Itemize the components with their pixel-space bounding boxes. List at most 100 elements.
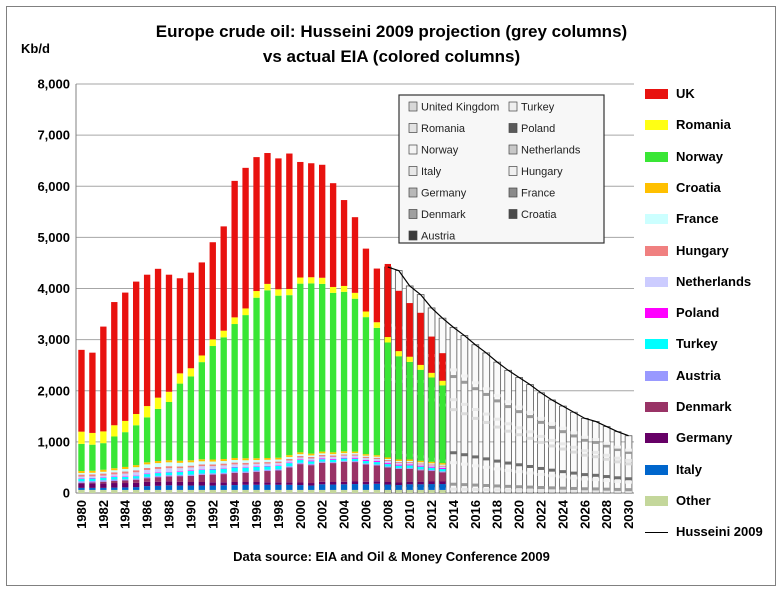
stacked-bar bbox=[351, 217, 359, 493]
projection-bar-band bbox=[625, 489, 632, 493]
bar-segment-uk bbox=[275, 158, 282, 290]
bar-segment-france bbox=[286, 456, 293, 460]
bar-segment-uk bbox=[308, 163, 315, 278]
projection-bar-band bbox=[450, 398, 457, 402]
bar-segment-germany bbox=[319, 481, 326, 485]
projection-bar bbox=[493, 361, 502, 494]
bar-segment-norway bbox=[308, 283, 315, 454]
bar-segment-uk bbox=[122, 292, 129, 421]
bar-segment-poland bbox=[308, 460, 315, 462]
bar-segment-hungary bbox=[308, 456, 315, 459]
inset-legend: United Kingdom Turkey Romania Poland Norway N… bbox=[398, 94, 605, 244]
bar-segment-turkey bbox=[253, 466, 260, 471]
bar-segment-poland bbox=[439, 467, 446, 469]
x-tick-label: 2002 bbox=[315, 500, 330, 529]
projection-bar bbox=[449, 326, 458, 494]
projection-bar-band bbox=[559, 470, 567, 474]
bar-segment-uk bbox=[198, 262, 205, 356]
bar-segment-france bbox=[231, 460, 238, 463]
projection-bar-band bbox=[614, 487, 621, 491]
bar-segment-italy bbox=[275, 484, 282, 490]
bar-segment-norway bbox=[264, 290, 271, 458]
inset-legend-swatch bbox=[508, 101, 518, 112]
bar-segment-poland bbox=[373, 461, 381, 463]
projection-bar-band bbox=[461, 453, 468, 457]
bar-segment-norway bbox=[111, 436, 118, 469]
bar-segment-hungary bbox=[395, 462, 402, 464]
bar-segment-germany bbox=[242, 482, 249, 485]
bar-segment-france bbox=[428, 463, 435, 465]
stacked-bar bbox=[428, 336, 435, 493]
bar-segment-uk bbox=[220, 226, 227, 331]
bar-segment-other bbox=[143, 489, 151, 493]
bar-segment-germany bbox=[198, 482, 205, 486]
bar-segment-germany bbox=[100, 483, 107, 488]
bar-segment-romania bbox=[439, 380, 446, 386]
bar-segment-austria bbox=[264, 469, 271, 472]
bar-segment-austria bbox=[100, 480, 107, 482]
bar-segment-poland bbox=[395, 464, 402, 466]
bar-segment-austria bbox=[78, 481, 85, 483]
bar-segment-uk bbox=[297, 161, 304, 278]
bar-segment-romania bbox=[340, 285, 348, 292]
bar-segment-norway bbox=[384, 342, 391, 458]
bar-segment-croatia bbox=[395, 459, 402, 462]
bar-segment-netherlands bbox=[209, 466, 216, 469]
projection-bar-band bbox=[537, 488, 545, 492]
bar-segment-other bbox=[253, 489, 260, 493]
bar-segment-denmark bbox=[329, 463, 337, 483]
bar-segment-germany bbox=[384, 482, 391, 485]
bar-segment-netherlands bbox=[275, 463, 282, 466]
bar-segment-austria bbox=[198, 473, 205, 475]
bar-segment-netherlands bbox=[231, 464, 238, 467]
bar-segment-germany bbox=[286, 482, 293, 485]
bar-segment-croatia bbox=[242, 458, 249, 461]
bar-segment-uk bbox=[242, 167, 249, 309]
projection-bar-band bbox=[570, 434, 578, 438]
projection-bar-band bbox=[603, 487, 611, 491]
bar-segment-turkey bbox=[428, 467, 435, 470]
projection-bar-band bbox=[614, 489, 621, 493]
bar-segment-denmark bbox=[231, 472, 238, 483]
bar-segment-croatia bbox=[340, 451, 348, 454]
bar-segment-italy bbox=[78, 487, 85, 490]
projection-bar bbox=[515, 377, 523, 494]
stacked-bar bbox=[384, 263, 391, 493]
bar-segment-uk bbox=[264, 153, 271, 284]
stacked-bar bbox=[111, 302, 118, 493]
bar-segment-poland bbox=[340, 457, 348, 459]
projection-bar-band bbox=[603, 479, 611, 483]
y-tick-label: 6,000 bbox=[37, 179, 70, 194]
x-tick-label: 2030 bbox=[621, 500, 636, 529]
projection-bar bbox=[580, 417, 589, 494]
bar-segment-uk bbox=[187, 272, 195, 369]
bar-segment-turkey bbox=[187, 471, 195, 475]
projection-bar-band bbox=[570, 476, 578, 480]
legend-swatch bbox=[645, 433, 668, 444]
projection-bar-band bbox=[548, 422, 556, 426]
projection-bar-band bbox=[515, 463, 523, 467]
projection-bar-band bbox=[625, 458, 632, 462]
bar-segment-germany bbox=[253, 482, 260, 485]
projection-bar-band bbox=[450, 482, 457, 486]
bar-segment-france bbox=[154, 463, 162, 467]
bar-segment-croatia bbox=[373, 455, 381, 457]
bar-segment-italy bbox=[133, 487, 140, 490]
bar-segment-romania bbox=[384, 337, 391, 343]
bar-segment-netherlands bbox=[297, 457, 304, 460]
legend-label: Poland bbox=[676, 305, 720, 321]
bar-segment-france bbox=[165, 462, 173, 467]
legend-item-denmark: Denmark bbox=[645, 399, 780, 415]
bar-segment-hungary bbox=[198, 464, 205, 467]
bar-segment-croatia bbox=[308, 453, 315, 456]
bar-segment-denmark bbox=[297, 464, 304, 483]
bar-segment-romania bbox=[89, 432, 96, 445]
bar-segment-france bbox=[395, 461, 402, 463]
bar-segment-turkey bbox=[395, 465, 402, 468]
bar-segment-netherlands bbox=[308, 458, 315, 461]
bar-segment-turkey bbox=[220, 468, 227, 473]
bar-segment-norway bbox=[395, 356, 402, 460]
bar-segment-france bbox=[362, 455, 370, 457]
legend-swatch bbox=[645, 214, 668, 225]
